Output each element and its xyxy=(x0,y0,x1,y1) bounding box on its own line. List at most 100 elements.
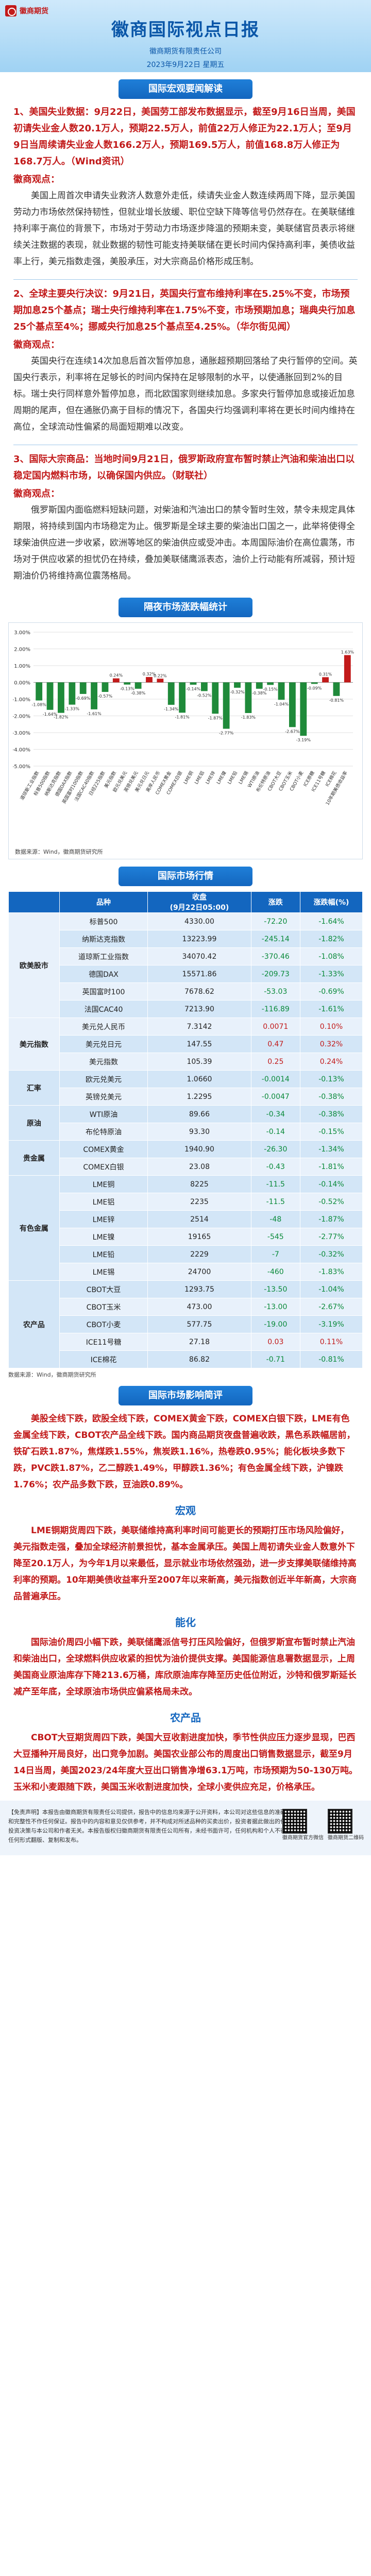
group-cell: 农产品 xyxy=(8,1280,60,1368)
bar xyxy=(344,655,351,683)
cell-name: 美元兑日元 xyxy=(59,1035,148,1053)
y-tick-label: -3.00% xyxy=(13,731,30,736)
bar xyxy=(311,682,318,684)
news-text: 9月22日，美国劳工部发布数据显示，截至9月16日当周，美国初请失业金人数20.… xyxy=(13,107,356,167)
cell-close: 13223.99 xyxy=(147,930,251,948)
data-label: -0.14% xyxy=(186,687,201,691)
cell-name: 欧元兑美元 xyxy=(59,1070,148,1088)
cell-pct: -2.77% xyxy=(299,1228,363,1246)
cell-name: 法国CAC40 xyxy=(59,1000,148,1018)
cell-name: ICE11号糖 xyxy=(59,1333,148,1351)
cell-change: -0.34 xyxy=(250,1105,300,1123)
data-label: -3.19% xyxy=(296,738,311,742)
table-row: 原油 WTI原油 89.66 -0.34 -0.38% xyxy=(8,1105,363,1141)
bar xyxy=(333,682,340,696)
cell-name: 美元兑人民币 xyxy=(59,1018,148,1036)
bar xyxy=(58,682,64,713)
table-row: 欧美股市 标普500 4330.00 -72.20 -1.64% xyxy=(8,912,363,1018)
bar xyxy=(190,682,197,685)
y-tick-label: -4.00% xyxy=(13,748,30,753)
cell-close: 2514 xyxy=(147,1210,251,1228)
bar xyxy=(256,682,263,689)
cell-change: -209.73 xyxy=(250,965,300,983)
cell-close: 147.55 xyxy=(147,1035,251,1053)
cell-pct: -1.64% xyxy=(299,912,363,930)
energy-title: 能化 xyxy=(175,1616,196,1629)
cell-change: -0.14 xyxy=(250,1123,300,1141)
y-tick-label: 2.00% xyxy=(14,647,30,653)
category-label: LME镍 xyxy=(215,770,228,786)
bar xyxy=(200,682,208,691)
cell-pct: -1.33% xyxy=(299,965,363,983)
data-label: -1.82% xyxy=(54,715,69,720)
data-label: -2.77% xyxy=(219,731,234,736)
cell-name: COMEX白银 xyxy=(59,1158,148,1176)
cell-name: 美元指数 xyxy=(59,1053,148,1071)
col-name: 品种 xyxy=(59,891,148,913)
market-table-body: 欧美股市 标普500 4330.00 -72.20 -1.64% 纳斯达克指数 13223.… xyxy=(8,912,363,1368)
cell-name: LME锡 xyxy=(59,1263,148,1281)
data-label: -0.09% xyxy=(307,686,322,690)
table-row: 汇率 欧元兑美元 1.0660 -0.0014 -0.13% xyxy=(8,1070,363,1106)
table-row: 法国CAC40 7213.90 -116.89 -1.61% xyxy=(9,1000,363,1018)
overnight-bar-chart: -5.00% -4.00% -3.00% -2.00% -1.00% 0.00% 1.00%… xyxy=(12,630,355,806)
bar xyxy=(234,682,241,688)
chart-source: 数据来源：Wind，徽商期货研究所 xyxy=(15,849,103,855)
table-row: 农产品 CBOT大豆 1293.75 -13.50 -1.04% xyxy=(8,1280,363,1368)
cell-close: 7678.62 xyxy=(147,982,251,1001)
group-cell: 有色金属 xyxy=(8,1175,60,1281)
section-banner-market: 国际市场行情 xyxy=(119,867,252,886)
cell-change: -460 xyxy=(250,1263,300,1281)
section-banner-macro: 国际宏观要闻解读 xyxy=(119,79,252,99)
cell-pct: 0.10% xyxy=(299,1018,363,1036)
company-logo: 徽商期货 xyxy=(5,5,48,16)
cell-name: 标普500 xyxy=(59,912,148,930)
col-name-label: 品种 xyxy=(96,899,111,907)
table-header-row: 品种 收盘 (9月22日05:00) 涨跌 涨跌幅(%) xyxy=(8,891,363,913)
cell-pct: -3.19% xyxy=(299,1315,363,1333)
bar xyxy=(112,678,120,683)
category-label: LME铅 xyxy=(226,770,239,786)
table-row: ICE11号糖 27.18 0.03 0.11% xyxy=(9,1333,363,1351)
group-cell: 贵金属 xyxy=(8,1140,60,1176)
y-tick-label: 0.00% xyxy=(14,681,30,686)
news-lead: 3、国际大宗商品：当地时间9月21日，俄罗斯政府宣布暂时禁止汽油和柴油出口以稳定… xyxy=(13,451,358,484)
cell-close: 27.18 xyxy=(147,1333,251,1351)
agri-title: 农产品 xyxy=(170,1711,201,1724)
cell-pct: -0.38% xyxy=(299,1105,363,1123)
cell-pct: -0.32% xyxy=(299,1245,363,1263)
cell-pct: -1.04% xyxy=(299,1280,363,1298)
cell-close: 7213.90 xyxy=(147,1000,251,1018)
cell-change: -72.20 xyxy=(250,912,300,930)
cell-change: 0.03 xyxy=(250,1333,300,1351)
analysis-title: 徽商观点： xyxy=(13,488,60,499)
cell-change: -53.03 xyxy=(250,982,300,1001)
cell-change: -370.46 xyxy=(250,947,300,965)
overnight-chart: -5.00% -4.00% -3.00% -2.00% -1.00% 0.00% 1.00%… xyxy=(8,622,363,859)
table-row: CBOT小麦 577.75 -19.00 -3.19% xyxy=(9,1315,363,1333)
table-row: LME锌 2514 -48 -1.87% xyxy=(9,1210,363,1228)
cell-change: 0.25 xyxy=(250,1053,300,1071)
qr-codes: 徽商期货官方微信 徽商期货二维码 xyxy=(282,1809,364,1843)
analysis-title: 徽商观点： xyxy=(13,174,60,185)
cell-change: -545 xyxy=(250,1228,300,1246)
news-label: 2、全球主要央行决议： xyxy=(13,289,113,299)
cell-name: LME铝 xyxy=(59,1193,148,1211)
bar xyxy=(91,682,97,709)
data-label: -0.52% xyxy=(197,693,212,698)
cell-name: ICE棉花 xyxy=(59,1350,148,1368)
table-row: LME锡 24700 -460 -1.83% xyxy=(9,1263,363,1281)
col-change-label: 涨跌 xyxy=(268,899,283,907)
section-banner-impact: 国际市场影响简评 xyxy=(119,1386,252,1405)
y-tick-label: -1.00% xyxy=(13,697,30,703)
news-label: 1、美国失业数据： xyxy=(13,107,94,117)
cell-close: 4330.00 xyxy=(147,912,251,930)
category-label: LME锌 xyxy=(204,770,216,786)
cell-change: -13.50 xyxy=(250,1280,300,1298)
cell-change: -0.0014 xyxy=(250,1070,300,1088)
cell-close: 473.00 xyxy=(147,1298,251,1316)
cell-pct: 0.11% xyxy=(299,1333,363,1351)
data-label: 0.24% xyxy=(110,673,123,678)
data-label: -0.38% xyxy=(252,691,267,696)
bar xyxy=(46,682,54,710)
